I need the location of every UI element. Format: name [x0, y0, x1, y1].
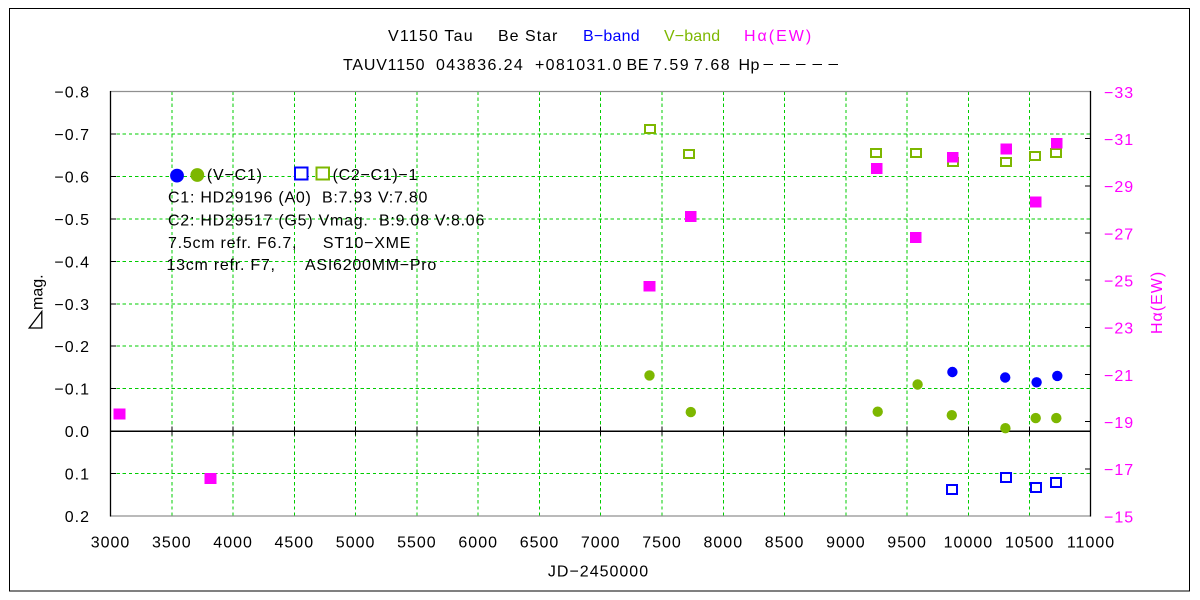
- svg-text:8500: 8500: [765, 534, 805, 551]
- svg-text:3500: 3500: [152, 534, 192, 551]
- svg-text:9000: 9000: [826, 534, 866, 551]
- svg-text:−17: −17: [1104, 462, 1134, 479]
- svg-text:5000: 5000: [336, 534, 376, 551]
- svg-text:13cm refr. F7,: 13cm refr. F7,: [167, 257, 276, 274]
- svg-text:4000: 4000: [213, 534, 253, 551]
- svg-text:−29: −29: [1104, 179, 1134, 196]
- svg-text:V1150 Tau: V1150 Tau: [388, 28, 474, 45]
- svg-text:−21: −21: [1104, 368, 1134, 385]
- svg-text:−25: −25: [1104, 274, 1134, 291]
- svg-text:0.0: 0.0: [65, 424, 90, 441]
- svg-text:−23: −23: [1104, 321, 1134, 338]
- svg-text:7.59: 7.59: [653, 57, 690, 74]
- svg-text:−33: −33: [1104, 85, 1134, 102]
- svg-text:−0.1: −0.1: [54, 382, 90, 399]
- svg-text:−0.7: −0.7: [54, 127, 90, 144]
- svg-text:Hp: Hp: [739, 57, 760, 74]
- svg-text:−31: −31: [1104, 132, 1134, 149]
- svg-text:(V−C1): (V−C1): [207, 167, 263, 184]
- svg-text:V−band: V−band: [664, 28, 720, 45]
- svg-text:3000: 3000: [91, 534, 131, 551]
- svg-text:7000: 7000: [581, 534, 621, 551]
- svg-text:043836.24: 043836.24: [436, 57, 524, 74]
- svg-text:6500: 6500: [520, 534, 560, 551]
- svg-text:−19: −19: [1104, 415, 1134, 432]
- svg-text:10000: 10000: [944, 534, 994, 551]
- svg-text:JD−2450000: JD−2450000: [548, 564, 649, 581]
- svg-text:−0.6: −0.6: [54, 169, 90, 186]
- svg-text:−0.3: −0.3: [54, 297, 90, 314]
- svg-text:C1: HD29196 (A0) B:7.93 V:7.8: C1: HD29196 (A0) B:7.93 V:7.80: [168, 190, 428, 207]
- svg-text:B−band: B−band: [583, 28, 640, 45]
- svg-text:7.5cm refr. F6.7,: 7.5cm refr. F6.7,: [168, 235, 297, 252]
- svg-text:ST10−XME: ST10−XME: [323, 235, 411, 252]
- svg-text:8000: 8000: [704, 534, 744, 551]
- svg-text:(C2−C1)−1: (C2−C1)−1: [333, 167, 418, 184]
- svg-text:−0.4: −0.4: [54, 254, 90, 271]
- svg-text:TAUV1150: TAUV1150: [343, 57, 425, 74]
- svg-text:−0.5: −0.5: [54, 212, 90, 229]
- svg-text:−27: −27: [1104, 226, 1134, 243]
- svg-text:9500: 9500: [887, 534, 927, 551]
- svg-text:−15: −15: [1104, 509, 1134, 526]
- svg-text:6000: 6000: [458, 534, 498, 551]
- svg-text:C2: HD29517 (G5) Vmag. B:9.08: C2: HD29517 (G5) Vmag. B:9.08 V:8.06: [168, 212, 485, 229]
- svg-text:mag.: mag.: [30, 274, 47, 310]
- svg-text:Hα(EW): Hα(EW): [744, 28, 813, 45]
- svg-text:BE: BE: [627, 57, 650, 74]
- svg-text:0.1: 0.1: [65, 467, 90, 484]
- svg-text:10500: 10500: [1005, 534, 1055, 551]
- svg-text:4500: 4500: [275, 534, 315, 551]
- svg-text:Hα(EW): Hα(EW): [1149, 271, 1166, 334]
- svg-text:7500: 7500: [642, 534, 682, 551]
- svg-text:11000: 11000: [1067, 534, 1115, 551]
- svg-text:5500: 5500: [397, 534, 437, 551]
- svg-text:ASI6200MM−Pro: ASI6200MM−Pro: [305, 257, 437, 274]
- svg-text:Be Star: Be Star: [498, 28, 558, 45]
- svg-text:−0.2: −0.2: [54, 339, 90, 356]
- svg-text:−0.8: −0.8: [54, 85, 90, 102]
- svg-text:7.68: 7.68: [694, 57, 731, 74]
- svg-text:0.2: 0.2: [65, 509, 90, 526]
- svg-text:+081031.0: +081031.0: [535, 57, 623, 74]
